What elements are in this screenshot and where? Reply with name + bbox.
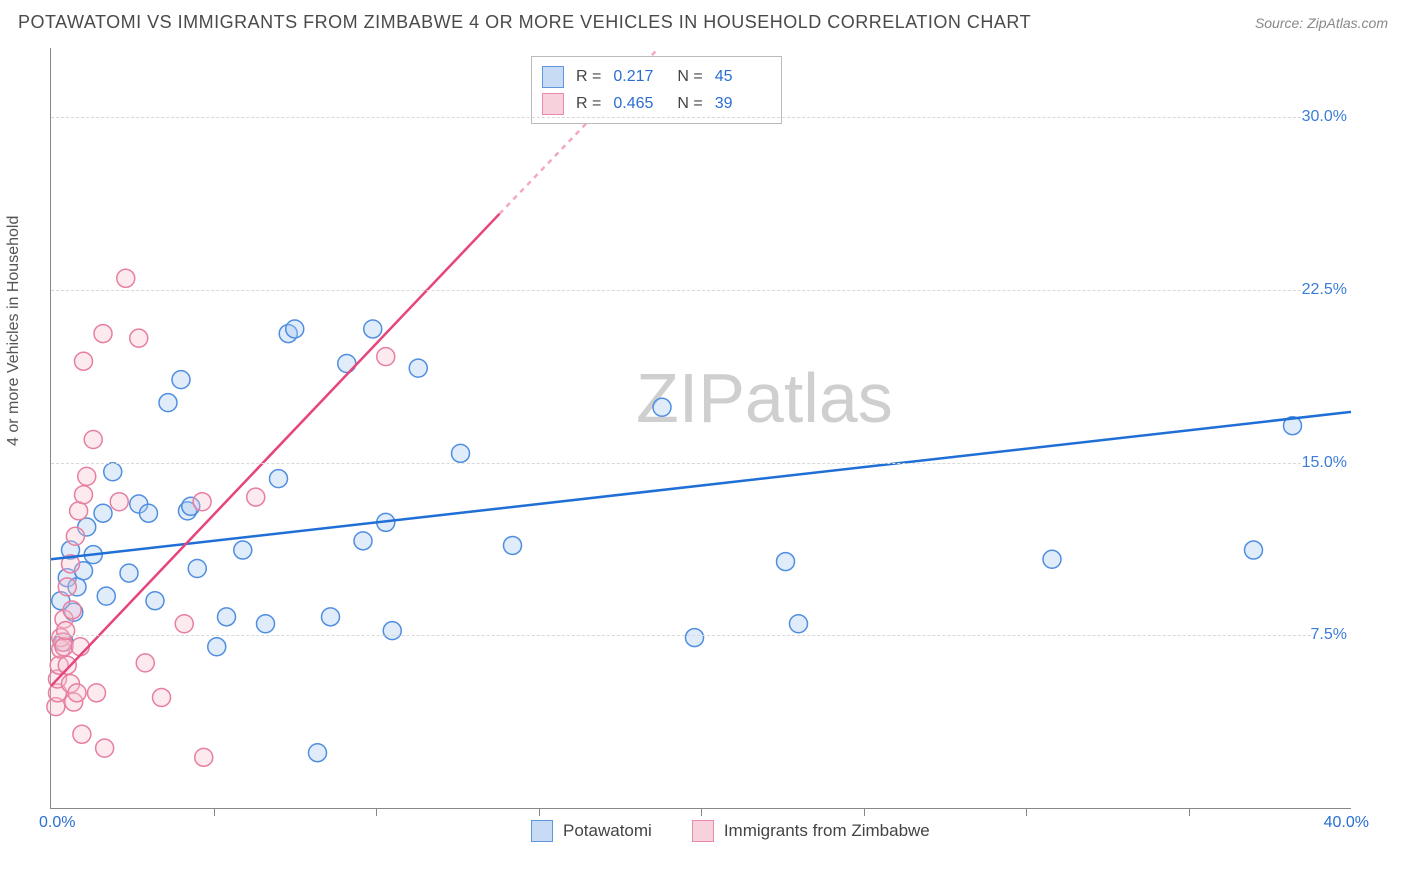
scatter-svg	[51, 48, 1351, 808]
scatter-point	[58, 578, 76, 596]
legend-swatch	[542, 93, 564, 115]
scatter-point	[309, 744, 327, 762]
scatter-point	[120, 564, 138, 582]
scatter-point	[63, 601, 81, 619]
scatter-point	[364, 320, 382, 338]
scatter-point	[172, 371, 190, 389]
scatter-point	[130, 329, 148, 347]
scatter-point	[88, 684, 106, 702]
scatter-point	[175, 615, 193, 633]
scatter-point	[270, 470, 288, 488]
scatter-point	[78, 467, 96, 485]
scatter-point	[140, 504, 158, 522]
scatter-point	[96, 739, 114, 757]
scatter-point	[75, 352, 93, 370]
chart-title: POTAWATOMI VS IMMIGRANTS FROM ZIMBABWE 4…	[18, 12, 1031, 33]
scatter-point	[84, 431, 102, 449]
scatter-point	[322, 608, 340, 626]
scatter-point	[75, 486, 93, 504]
source-label: Source: ZipAtlas.com	[1255, 15, 1388, 31]
scatter-point	[57, 622, 75, 640]
scatter-point	[257, 615, 275, 633]
scatter-point	[110, 493, 128, 511]
scatter-point	[55, 638, 73, 656]
scatter-point	[1245, 541, 1263, 559]
scatter-point	[94, 325, 112, 343]
scatter-point	[218, 608, 236, 626]
scatter-point	[188, 559, 206, 577]
scatter-point	[104, 463, 122, 481]
scatter-point	[452, 444, 470, 462]
scatter-point	[247, 488, 265, 506]
scatter-point	[70, 502, 88, 520]
stats-row: R =0.217N =45	[542, 63, 767, 90]
scatter-point	[653, 398, 671, 416]
scatter-point	[377, 348, 395, 366]
scatter-point	[686, 629, 704, 647]
scatter-point	[117, 269, 135, 287]
scatter-point	[97, 587, 115, 605]
y-axis-title: 4 or more Vehicles in Household	[5, 216, 23, 446]
y-tick-label: 30.0%	[1302, 108, 1351, 126]
x-min-label: 0.0%	[39, 814, 75, 832]
y-tick-label: 15.0%	[1302, 454, 1351, 472]
scatter-point	[58, 656, 76, 674]
scatter-point	[68, 684, 86, 702]
scatter-point	[159, 394, 177, 412]
scatter-point	[193, 493, 211, 511]
stats-legend: R =0.217N =45R =0.465N =39	[531, 56, 782, 124]
scatter-point	[146, 592, 164, 610]
scatter-point	[354, 532, 372, 550]
scatter-point	[286, 320, 304, 338]
scatter-point	[234, 541, 252, 559]
legend-swatch	[542, 66, 564, 88]
y-tick-label: 22.5%	[1302, 281, 1351, 299]
scatter-point	[73, 725, 91, 743]
scatter-point	[504, 536, 522, 554]
scatter-point	[383, 622, 401, 640]
stats-row: R =0.465N =39	[542, 90, 767, 117]
y-tick-label: 7.5%	[1311, 626, 1351, 644]
scatter-point	[195, 748, 213, 766]
scatter-point	[153, 688, 171, 706]
x-axis-labels: 0.0% 40.0%	[39, 814, 1351, 838]
scatter-point	[66, 527, 84, 545]
scatter-point	[777, 553, 795, 571]
scatter-point	[136, 654, 154, 672]
scatter-point	[208, 638, 226, 656]
scatter-point	[790, 615, 808, 633]
scatter-point	[94, 504, 112, 522]
scatter-point	[338, 355, 356, 373]
scatter-point	[1043, 550, 1061, 568]
scatter-point	[409, 359, 427, 377]
x-max-label: 40.0%	[1324, 814, 1369, 832]
plot-area: ZIPatlas R =0.217N =45R =0.465N =39 Pota…	[50, 48, 1351, 809]
